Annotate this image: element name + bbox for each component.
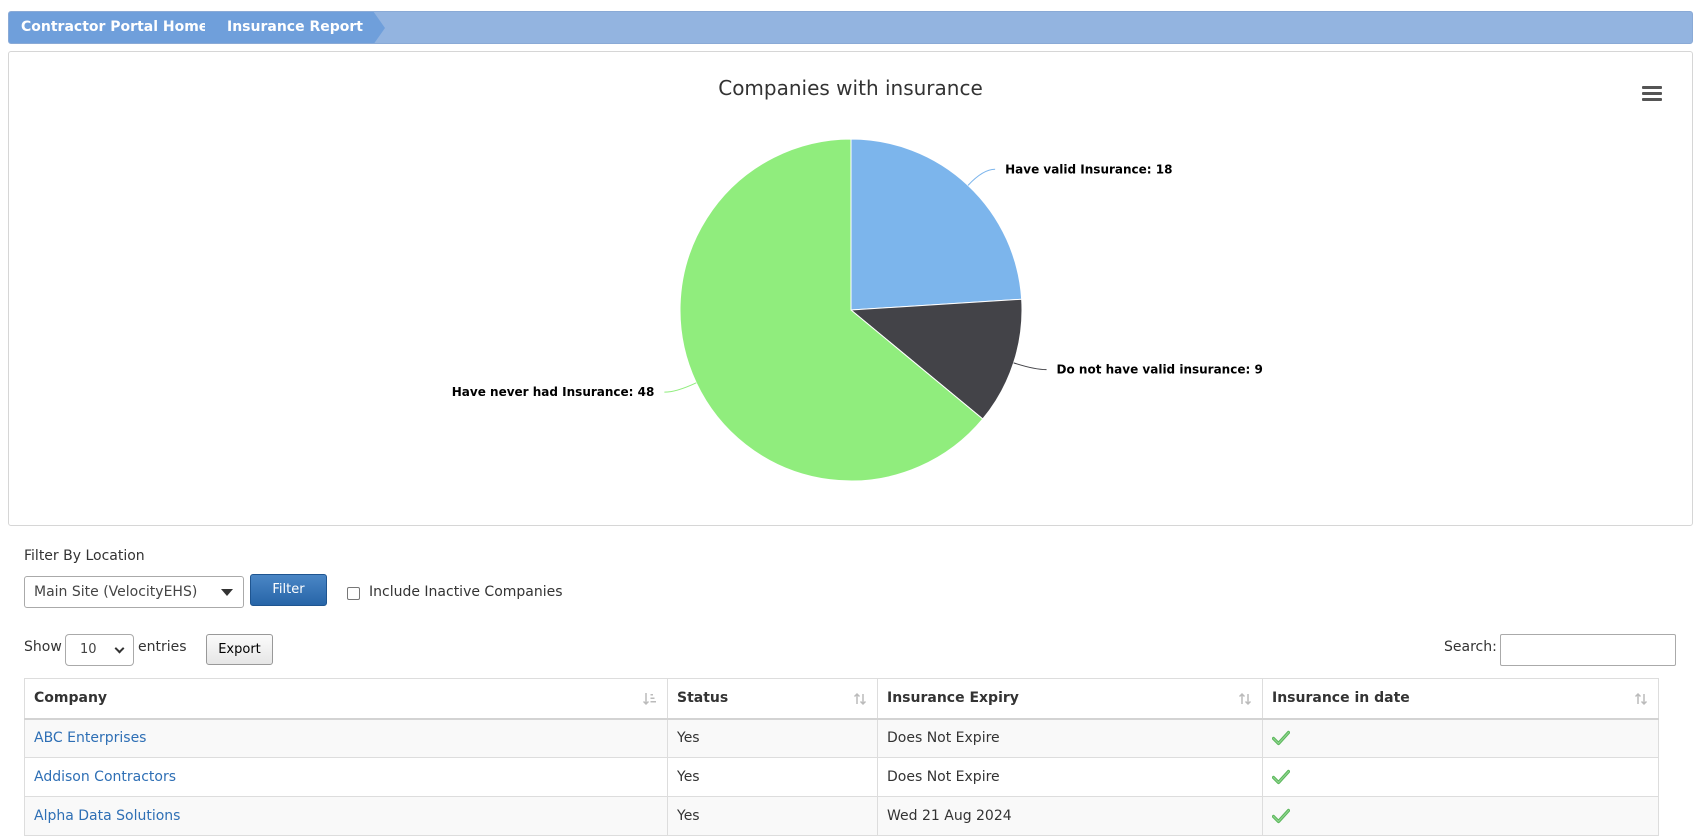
breadcrumb-arrow [373, 12, 385, 43]
in-date-cell [1262, 757, 1659, 797]
pie-slice-never[interactable] [679, 138, 984, 482]
table-row: Addison Contractors Yes Does Not Expire [24, 757, 1659, 797]
status-cell: Yes [667, 718, 878, 758]
include-inactive-checkbox[interactable] [347, 587, 360, 600]
in-date-cell [1262, 796, 1659, 836]
location-select-value: Main Site (VelocityEHS) [34, 584, 198, 600]
filter-button[interactable]: Filter [250, 574, 327, 606]
search-label: Search: [1444, 639, 1497, 655]
location-select[interactable]: Main Site (VelocityEHS) [24, 576, 244, 608]
expiry-cell: Does Not Expire [877, 757, 1263, 797]
insurance-table: Company Status Insurance Expiry [24, 678, 1659, 836]
pie-label-invalid: Do not have valid insurance: 9 [1057, 363, 1263, 377]
breadcrumb-home-link[interactable]: Contractor Portal Home [9, 12, 209, 43]
pie-connector-invalid [1013, 362, 1047, 371]
in-date-cell [1262, 718, 1659, 758]
column-header-label: Insurance in date [1272, 690, 1410, 707]
pie-slice-invalid[interactable] [849, 298, 1023, 420]
sort-both-icon [1634, 692, 1648, 706]
green-check-icon [1272, 731, 1290, 746]
hamburger-menu-icon[interactable] [1642, 86, 1662, 102]
company-link[interactable]: ABC Enterprises [34, 730, 147, 747]
status-cell: Yes [667, 796, 878, 836]
table-header-row: Company Status Insurance Expiry [24, 678, 1659, 720]
sort-both-icon [853, 692, 867, 706]
green-check-icon [1272, 808, 1290, 824]
pie-slice-valid[interactable] [850, 138, 1023, 311]
filter-location-label: Filter By Location [24, 548, 145, 564]
entries-select[interactable]: 10 [65, 634, 134, 666]
show-label: Show [24, 639, 62, 655]
include-inactive-label[interactable]: Include Inactive Companies [369, 584, 563, 600]
column-header-company[interactable]: Company [24, 678, 668, 720]
chevron-down-icon [114, 643, 125, 654]
entries-select-value: 10 [80, 642, 97, 657]
pie-connector-never [664, 382, 697, 393]
column-header-label: Insurance Expiry [887, 690, 1019, 707]
entries-label: entries [138, 639, 187, 655]
search-input[interactable] [1500, 634, 1676, 666]
expiry-cell: Does Not Expire [877, 718, 1263, 758]
chart-title: Companies with insurance [718, 76, 983, 100]
pie-label-valid: Have valid Insurance: 18 [1005, 162, 1172, 176]
column-header-in-date[interactable]: Insurance in date [1262, 678, 1659, 720]
chart-panel: Companies with insurance Have valid Insu… [8, 51, 1693, 526]
column-header-status[interactable]: Status [667, 678, 878, 720]
sort-both-icon [1238, 692, 1252, 706]
company-link[interactable]: Alpha Data Solutions [34, 808, 181, 824]
table-row: ABC Enterprises Yes Does Not Expire [24, 718, 1659, 758]
green-check-icon [1272, 769, 1290, 785]
table-row: Alpha Data Solutions Yes Wed 21 Aug 2024 [24, 796, 1659, 836]
export-button[interactable]: Export [206, 634, 273, 665]
column-header-label: Company [34, 690, 108, 707]
pie-chart: Have valid Insurance: 18 Do not have vali… [452, 138, 1263, 482]
pie-connector-valid [967, 168, 996, 186]
status-cell: Yes [667, 757, 878, 797]
pie-label-never: Have never had Insurance: 48 [452, 385, 655, 399]
caret-down-icon [221, 589, 233, 596]
company-link[interactable]: Addison Contractors [34, 769, 177, 785]
column-header-expiry[interactable]: Insurance Expiry [877, 678, 1263, 720]
sort-ascending-icon [643, 693, 656, 706]
breadcrumb: Contractor Portal Home Insurance Report [8, 11, 1693, 44]
column-header-label: Status [677, 690, 729, 707]
expiry-cell: Wed 21 Aug 2024 [877, 796, 1263, 836]
breadcrumb-current[interactable]: Insurance Report [205, 12, 373, 43]
